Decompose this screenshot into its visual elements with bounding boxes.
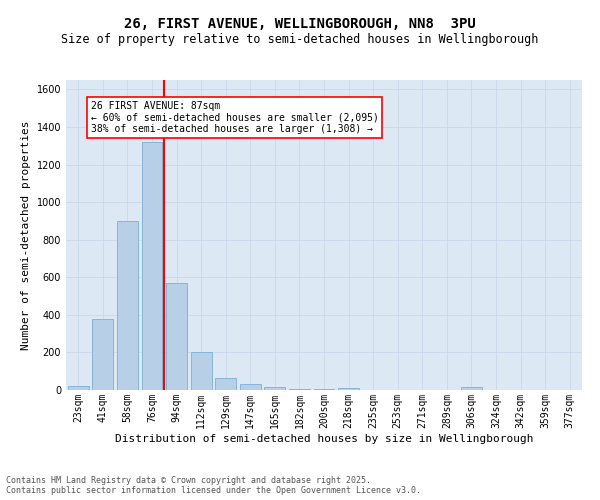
X-axis label: Distribution of semi-detached houses by size in Wellingborough: Distribution of semi-detached houses by … [115,434,533,444]
Bar [117,221,138,390]
Bar [166,283,187,390]
Y-axis label: Number of semi-detached properties: Number of semi-detached properties [21,120,31,350]
Bar [265,386,286,390]
Bar [191,352,212,390]
Text: Size of property relative to semi-detached houses in Wellingborough: Size of property relative to semi-detach… [61,32,539,46]
Bar [461,387,482,390]
Bar [289,389,310,390]
Bar [240,384,261,390]
Bar [215,378,236,390]
Text: 26 FIRST AVENUE: 87sqm
← 60% of semi-detached houses are smaller (2,095)
38% of : 26 FIRST AVENUE: 87sqm ← 60% of semi-det… [91,100,379,134]
Text: 26, FIRST AVENUE, WELLINGBOROUGH, NN8  3PU: 26, FIRST AVENUE, WELLINGBOROUGH, NN8 3P… [124,18,476,32]
Text: Contains HM Land Registry data © Crown copyright and database right 2025.
Contai: Contains HM Land Registry data © Crown c… [6,476,421,495]
Bar [338,388,359,390]
Bar [68,386,89,390]
Bar [314,389,334,390]
Bar [92,318,113,390]
Bar [142,142,163,390]
